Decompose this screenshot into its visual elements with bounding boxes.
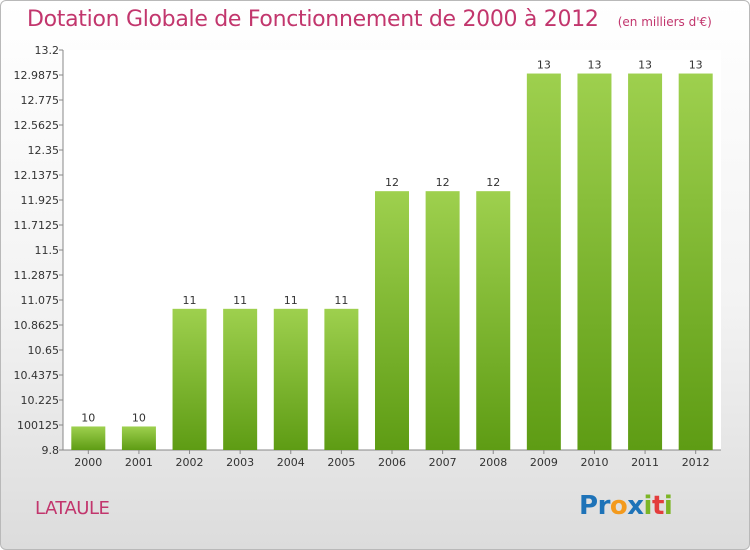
y-tick-label: 11.925 (21, 194, 60, 207)
bar (71, 426, 106, 450)
bar-data-label: 13 (689, 59, 703, 72)
logo-letter: P (579, 491, 598, 521)
bar (375, 191, 409, 451)
bar-data-label: 13 (537, 59, 551, 72)
title-block: Dotation Globale de Fonctionnement de 20… (27, 7, 712, 32)
x-tick-label: 2004 (277, 456, 305, 469)
bar (628, 73, 663, 450)
commune-name: LATAULE (35, 498, 110, 519)
y-tick-label: 10.4375 (14, 369, 60, 382)
logo-letter: x (627, 491, 644, 521)
chart-title: Dotation Globale de Fonctionnement de 20… (27, 7, 599, 32)
y-tick-label: 12.1375 (14, 169, 60, 182)
bar (526, 73, 561, 450)
bar (678, 73, 713, 450)
bar-data-label: 11 (284, 294, 298, 307)
bar-data-label: 12 (385, 176, 399, 189)
bar (577, 73, 612, 450)
y-axis: 9.8 100125 10.225 10.4375 10.65 10.8625 11.075… (14, 44, 64, 457)
bar (223, 308, 258, 450)
x-tick-label: 2005 (327, 456, 355, 469)
y-tick-label: 12.35 (28, 144, 60, 157)
bar-data-label: 12 (486, 176, 500, 189)
bar-data-label: 13 (638, 59, 652, 72)
x-tick-label: 2001 (125, 456, 153, 469)
x-tick-label: 2011 (631, 456, 659, 469)
bar-data-label: 11 (334, 294, 348, 307)
y-tick-label: 10.65 (28, 344, 60, 357)
bar (425, 191, 460, 451)
x-tick-label: 2000 (74, 456, 102, 469)
proxiti-logo[interactable]: Proxiti (579, 491, 673, 521)
x-tick-label: 2003 (226, 456, 254, 469)
y-tick-label: 11.2875 (14, 269, 60, 282)
x-tick-label: 2012 (682, 456, 710, 469)
bar-data-label: 11 (183, 294, 197, 307)
y-tick-label: 11.5 (35, 244, 60, 257)
bar (476, 191, 511, 451)
y-tick-label: 11.075 (21, 294, 60, 307)
bar-data-label: 10 (81, 411, 95, 424)
bar (121, 426, 156, 450)
bar-data-label: 13 (587, 59, 601, 72)
bar (273, 308, 308, 450)
y-tick-label: 10.225 (21, 394, 60, 407)
logo-letter: i (663, 491, 673, 521)
x-tick-label: 2002 (176, 456, 204, 469)
y-tick-label: 13.2 (35, 44, 60, 57)
logo-letter: t (651, 491, 664, 521)
x-axis: 2000 2001 2002 2003 2004 2005 2006 2007 2008 2009… (63, 449, 721, 469)
x-tick-label: 2008 (479, 456, 507, 469)
x-tick-label: 2006 (378, 456, 406, 469)
logo-letter: r (597, 491, 611, 521)
bar (172, 308, 207, 450)
y-tick-label: 12.775 (21, 94, 60, 107)
y-tick-label: 9.8 (42, 444, 60, 457)
bars: 10 10 11 11 11 11 12 12 12 13 13 13 13 (71, 59, 713, 451)
bar-data-label: 11 (233, 294, 247, 307)
y-tick-label: 11.7125 (14, 219, 60, 232)
x-tick-label: 2009 (530, 456, 558, 469)
logo-letter: i (643, 491, 653, 521)
bar-data-label: 10 (132, 411, 146, 424)
x-tick-label: 2010 (580, 456, 608, 469)
y-tick-label: 12.9875 (14, 69, 60, 82)
y-tick-label: 10.8625 (14, 319, 60, 332)
y-tick-label: 12.5625 (14, 119, 60, 132)
bar-data-label: 12 (436, 176, 450, 189)
x-tick-label: 2007 (429, 456, 457, 469)
y-tick-label: 100125 (17, 419, 59, 432)
logo-letter: o (609, 491, 628, 521)
chart-unit: (en milliers d'€) (617, 15, 712, 29)
bar (324, 308, 359, 450)
